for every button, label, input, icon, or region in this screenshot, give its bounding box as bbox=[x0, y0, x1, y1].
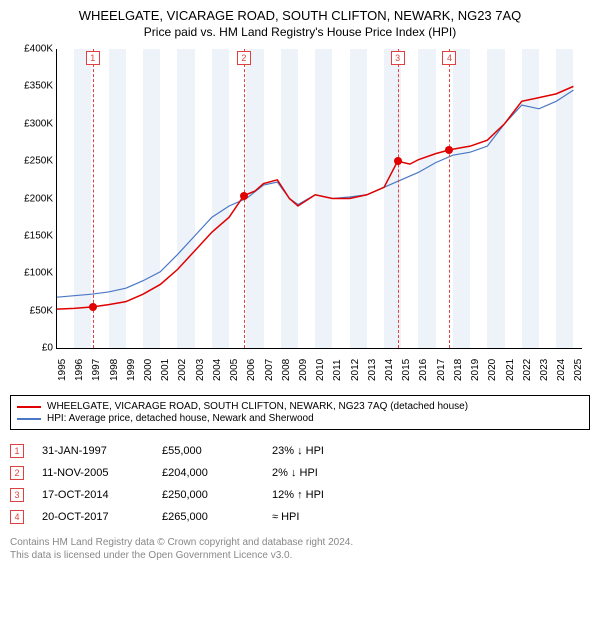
y-tick-label: £400K bbox=[11, 44, 53, 55]
y-tick-label: £0 bbox=[11, 343, 53, 354]
chart-area: £0 £50K £100K £150K £200K £250K £300K £350K £400… bbox=[10, 45, 590, 385]
x-tick-label: 1995 bbox=[57, 359, 68, 381]
y-tick-label: £150K bbox=[11, 230, 53, 241]
sales-date: 17-OCT-2014 bbox=[42, 489, 162, 501]
sale-marker-dot bbox=[394, 157, 402, 165]
x-tick-label: 2005 bbox=[229, 359, 240, 381]
x-tick-label: 2003 bbox=[195, 359, 206, 381]
legend-label-hpi: HPI: Average price, detached house, Newa… bbox=[47, 413, 314, 424]
sales-row: 1 31-JAN-1997£55,00023% ↓ HPI bbox=[10, 440, 590, 462]
x-tick-label: 2020 bbox=[487, 359, 498, 381]
x-tick-label: 2012 bbox=[350, 359, 361, 381]
sale-marker-box: 2 bbox=[237, 51, 251, 65]
x-tick-label: 2000 bbox=[143, 359, 154, 381]
plot-area: £0£50K£100K£150K£200K£250K£300K£350K£400… bbox=[56, 49, 582, 349]
sales-num: 2 bbox=[10, 466, 24, 480]
sale-marker-dot bbox=[445, 146, 453, 154]
sales-row: 3 17-OCT-2014£250,00012% ↑ HPI bbox=[10, 484, 590, 506]
chart-container: WHEELGATE, VICARAGE ROAD, SOUTH CLIFTON,… bbox=[0, 0, 600, 570]
sales-table: 1 31-JAN-1997£55,00023% ↓ HPI 2 11-NOV-2005… bbox=[10, 440, 590, 528]
legend-row-hpi: HPI: Average price, detached house, Newa… bbox=[17, 413, 583, 424]
title-subtitle: Price paid vs. HM Land Registry's House … bbox=[10, 25, 590, 39]
sales-diff: 2% ↓ HPI bbox=[272, 467, 392, 479]
sale-marker-box: 4 bbox=[442, 51, 456, 65]
x-tick-label: 2019 bbox=[470, 359, 481, 381]
x-tick-label: 1997 bbox=[91, 359, 102, 381]
sales-diff: 12% ↑ HPI bbox=[272, 489, 392, 501]
legend-swatch-property bbox=[17, 406, 41, 408]
x-tick-label: 2013 bbox=[367, 359, 378, 381]
series-line bbox=[57, 90, 573, 297]
sales-price: £265,000 bbox=[162, 511, 272, 523]
y-tick-label: £200K bbox=[11, 193, 53, 204]
x-tick-label: 2015 bbox=[401, 359, 412, 381]
y-tick-label: £350K bbox=[11, 81, 53, 92]
legend-swatch-hpi bbox=[17, 418, 41, 420]
sale-marker-dot bbox=[240, 192, 248, 200]
sales-price: £55,000 bbox=[162, 445, 272, 457]
x-tick-label: 2018 bbox=[453, 359, 464, 381]
legend: WHEELGATE, VICARAGE ROAD, SOUTH CLIFTON,… bbox=[10, 395, 590, 430]
x-tick-label: 2023 bbox=[539, 359, 550, 381]
sales-date: 31-JAN-1997 bbox=[42, 445, 162, 457]
x-tick-label: 2017 bbox=[436, 359, 447, 381]
x-tick-label: 2004 bbox=[212, 359, 223, 381]
y-tick-label: £100K bbox=[11, 268, 53, 279]
sales-num: 3 bbox=[10, 488, 24, 502]
footnote: Contains HM Land Registry data © Crown c… bbox=[10, 536, 590, 562]
x-tick-label: 1996 bbox=[74, 359, 85, 381]
x-tick-label: 2010 bbox=[315, 359, 326, 381]
x-tick-label: 1998 bbox=[109, 359, 120, 381]
x-tick-label: 2002 bbox=[177, 359, 188, 381]
sales-diff: ≈ HPI bbox=[272, 511, 392, 523]
footnote-line1: Contains HM Land Registry data © Crown c… bbox=[10, 536, 590, 549]
sales-date: 11-NOV-2005 bbox=[42, 467, 162, 479]
sale-marker-line bbox=[398, 49, 399, 348]
sale-marker-box: 1 bbox=[86, 51, 100, 65]
x-tick-label: 2021 bbox=[505, 359, 516, 381]
y-tick-label: £250K bbox=[11, 156, 53, 167]
sale-marker-box: 3 bbox=[391, 51, 405, 65]
footnote-line2: This data is licensed under the Open Gov… bbox=[10, 549, 590, 562]
sales-num: 4 bbox=[10, 510, 24, 524]
title-address: WHEELGATE, VICARAGE ROAD, SOUTH CLIFTON,… bbox=[10, 8, 590, 23]
x-tick-label: 2011 bbox=[332, 359, 343, 381]
x-tick-label: 2007 bbox=[264, 359, 275, 381]
sales-price: £204,000 bbox=[162, 467, 272, 479]
x-tick-label: 2001 bbox=[160, 359, 171, 381]
x-tick-label: 2014 bbox=[384, 359, 395, 381]
x-tick-label: 2008 bbox=[281, 359, 292, 381]
sales-date: 20-OCT-2017 bbox=[42, 511, 162, 523]
sales-row: 4 20-OCT-2017£265,000≈ HPI bbox=[10, 506, 590, 528]
x-tick-label: 2006 bbox=[246, 359, 257, 381]
title-block: WHEELGATE, VICARAGE ROAD, SOUTH CLIFTON,… bbox=[10, 8, 590, 39]
sales-diff: 23% ↓ HPI bbox=[272, 445, 392, 457]
x-tick-label: 2016 bbox=[418, 359, 429, 381]
sale-marker-line bbox=[449, 49, 450, 348]
x-tick-label: 2022 bbox=[522, 359, 533, 381]
sales-num: 1 bbox=[10, 444, 24, 458]
x-tick-label: 2024 bbox=[556, 359, 567, 381]
y-tick-label: £50K bbox=[11, 305, 53, 316]
x-tick-label: 2009 bbox=[298, 359, 309, 381]
legend-label-property: WHEELGATE, VICARAGE ROAD, SOUTH CLIFTON,… bbox=[47, 401, 468, 412]
legend-row-property: WHEELGATE, VICARAGE ROAD, SOUTH CLIFTON,… bbox=[17, 401, 583, 412]
sales-row: 2 11-NOV-2005£204,0002% ↓ HPI bbox=[10, 462, 590, 484]
sale-marker-dot bbox=[89, 303, 97, 311]
sales-price: £250,000 bbox=[162, 489, 272, 501]
x-tick-label: 1999 bbox=[126, 359, 137, 381]
x-tick-label: 2025 bbox=[573, 359, 584, 381]
y-tick-label: £300K bbox=[11, 118, 53, 129]
series-line bbox=[57, 86, 573, 309]
chart-lines bbox=[57, 49, 582, 348]
